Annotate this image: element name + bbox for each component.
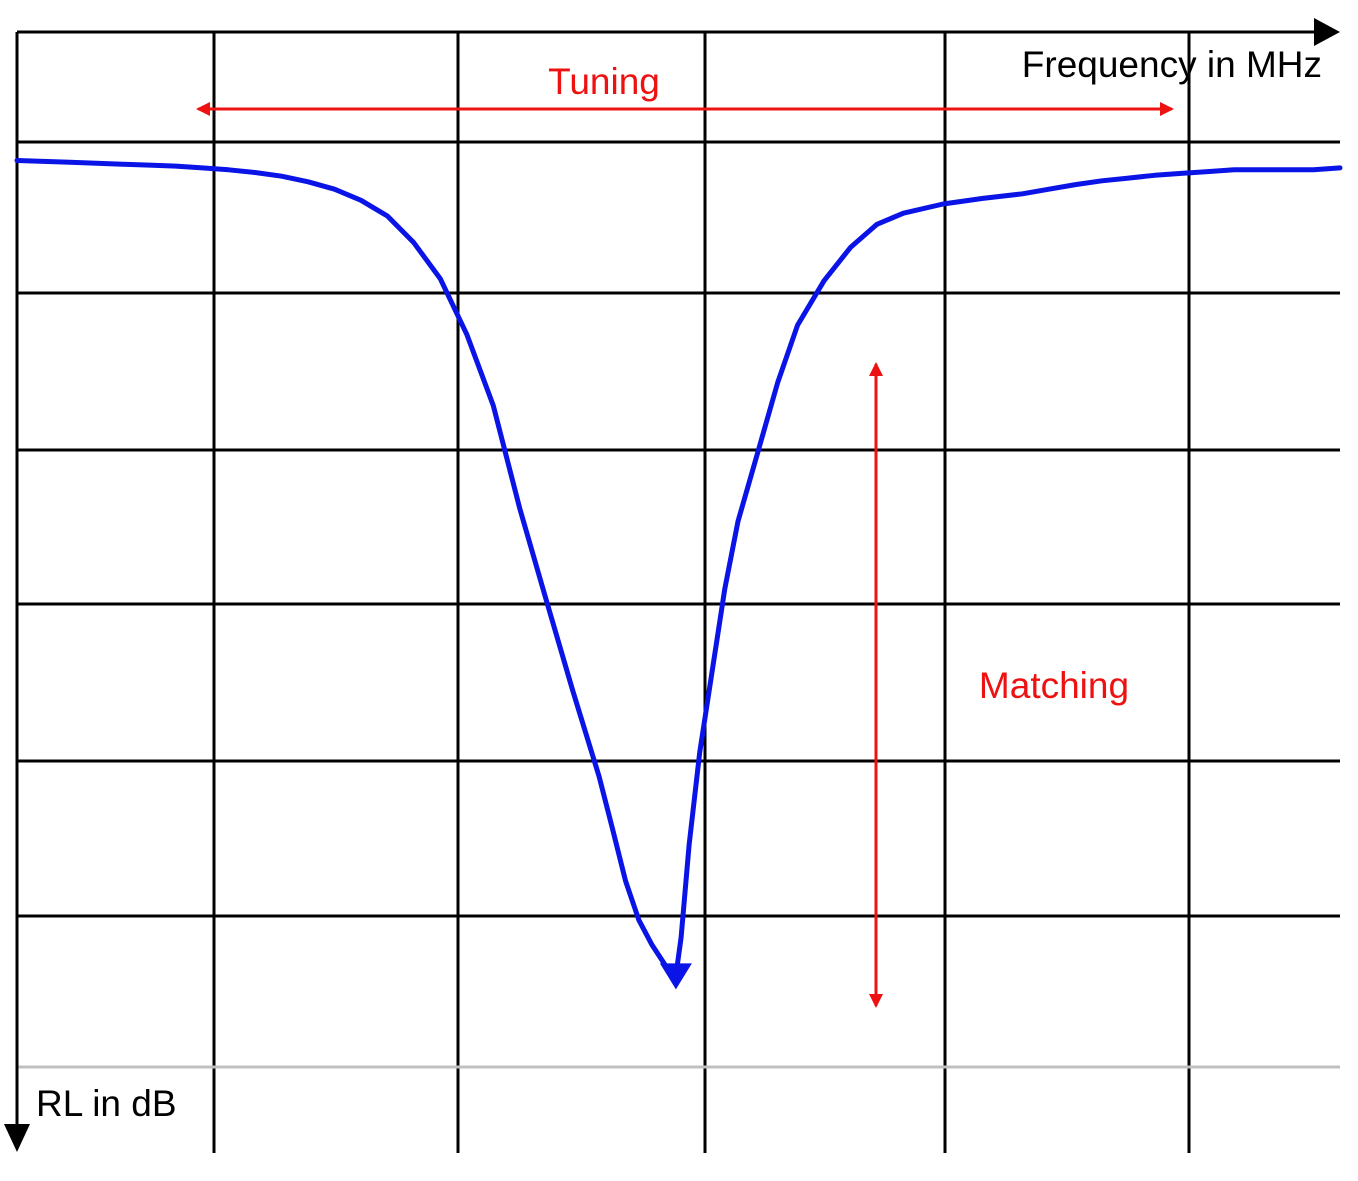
matching-label: Matching (979, 665, 1129, 706)
x-axis-arrowhead (1314, 18, 1340, 46)
axes (4, 18, 1340, 1152)
minimum-marker (659, 963, 692, 990)
annotations: Tuning Matching (196, 61, 1174, 1008)
grid (17, 32, 1340, 1153)
x-axis-label: Frequency in MHz (1022, 44, 1322, 85)
series-group (14, 158, 1343, 990)
y-axis-arrowhead (4, 1124, 30, 1152)
y-axis-label: RL in dB (36, 1083, 177, 1124)
tuning-label: Tuning (548, 61, 660, 102)
